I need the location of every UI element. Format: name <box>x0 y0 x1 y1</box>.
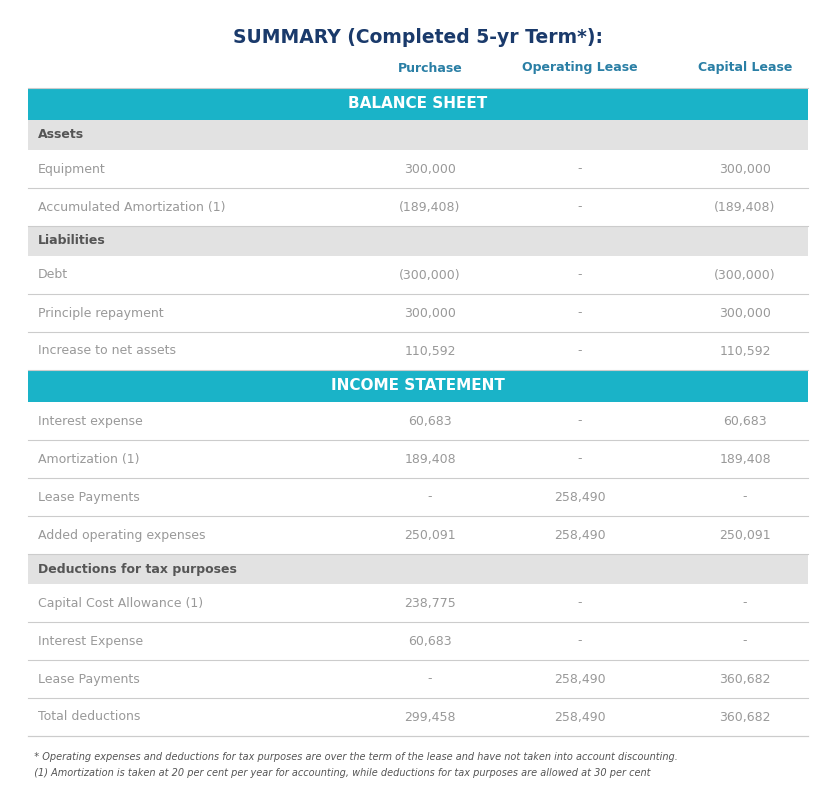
Text: Increase to net assets: Increase to net assets <box>38 345 176 357</box>
Text: 60,683: 60,683 <box>723 414 767 428</box>
Text: 258,490: 258,490 <box>554 672 606 686</box>
Text: -: - <box>578 268 582 281</box>
Text: Capital Lease: Capital Lease <box>698 62 793 74</box>
Text: 300,000: 300,000 <box>719 307 771 319</box>
Text: 250,091: 250,091 <box>404 528 456 542</box>
Text: -: - <box>578 634 582 648</box>
Text: Liabilities: Liabilities <box>38 234 105 247</box>
Text: Interest expense: Interest expense <box>38 414 143 428</box>
Text: Equipment: Equipment <box>38 162 105 176</box>
Text: -: - <box>578 452 582 466</box>
Text: 238,775: 238,775 <box>404 596 456 610</box>
Text: -: - <box>578 162 582 176</box>
Text: Principle repayment: Principle repayment <box>38 307 164 319</box>
Text: Accumulated Amortization (1): Accumulated Amortization (1) <box>38 200 226 214</box>
Text: 60,683: 60,683 <box>408 634 451 648</box>
Bar <box>28 120 808 150</box>
Bar <box>28 226 808 256</box>
Text: 300,000: 300,000 <box>404 162 456 176</box>
Text: Operating Lease: Operating Lease <box>522 62 638 74</box>
Text: (300,000): (300,000) <box>399 268 461 281</box>
Text: 60,683: 60,683 <box>408 414 451 428</box>
Text: 299,458: 299,458 <box>405 710 456 724</box>
Text: Total deductions: Total deductions <box>38 710 140 724</box>
Text: 250,091: 250,091 <box>719 528 771 542</box>
Text: 110,592: 110,592 <box>719 345 771 357</box>
Text: 360,682: 360,682 <box>719 672 771 686</box>
Text: (189,408): (189,408) <box>400 200 461 214</box>
Text: Lease Payments: Lease Payments <box>38 672 140 686</box>
Text: Assets: Assets <box>38 128 84 142</box>
Text: 189,408: 189,408 <box>719 452 771 466</box>
Text: Lease Payments: Lease Payments <box>38 490 140 504</box>
Text: (1) Amortization is taken at 20 per cent per year for accounting, while deductio: (1) Amortization is taken at 20 per cent… <box>28 768 650 778</box>
Text: Capital Cost Allowance (1): Capital Cost Allowance (1) <box>38 596 203 610</box>
Text: (300,000): (300,000) <box>714 268 776 281</box>
Text: 258,490: 258,490 <box>554 490 606 504</box>
Text: Amortization (1): Amortization (1) <box>38 452 140 466</box>
Text: -: - <box>742 634 747 648</box>
Text: Added operating expenses: Added operating expenses <box>38 528 206 542</box>
Text: INCOME STATEMENT: INCOME STATEMENT <box>331 379 505 394</box>
Text: -: - <box>578 200 582 214</box>
Text: -: - <box>428 672 432 686</box>
Text: 360,682: 360,682 <box>719 710 771 724</box>
Bar <box>28 370 808 402</box>
Text: 300,000: 300,000 <box>404 307 456 319</box>
Text: (189,408): (189,408) <box>714 200 776 214</box>
Text: -: - <box>742 490 747 504</box>
Text: 110,592: 110,592 <box>405 345 456 357</box>
Text: -: - <box>742 596 747 610</box>
Text: BALANCE SHEET: BALANCE SHEET <box>349 97 487 112</box>
Text: -: - <box>578 307 582 319</box>
Text: -: - <box>428 490 432 504</box>
Text: -: - <box>578 345 582 357</box>
Text: 189,408: 189,408 <box>404 452 456 466</box>
Text: SUMMARY (Completed 5-yr Term*):: SUMMARY (Completed 5-yr Term*): <box>233 28 603 47</box>
Bar <box>28 554 808 584</box>
Text: 258,490: 258,490 <box>554 710 606 724</box>
Text: 258,490: 258,490 <box>554 528 606 542</box>
Text: -: - <box>578 596 582 610</box>
Text: Deductions for tax purposes: Deductions for tax purposes <box>38 562 237 576</box>
Text: -: - <box>578 414 582 428</box>
Text: Interest Expense: Interest Expense <box>38 634 143 648</box>
Bar <box>28 88 808 120</box>
Text: * Operating expenses and deductions for tax purposes are over the term of the le: * Operating expenses and deductions for … <box>28 752 678 762</box>
Text: Debt: Debt <box>38 268 68 281</box>
Text: 300,000: 300,000 <box>719 162 771 176</box>
Text: Purchase: Purchase <box>398 62 462 74</box>
